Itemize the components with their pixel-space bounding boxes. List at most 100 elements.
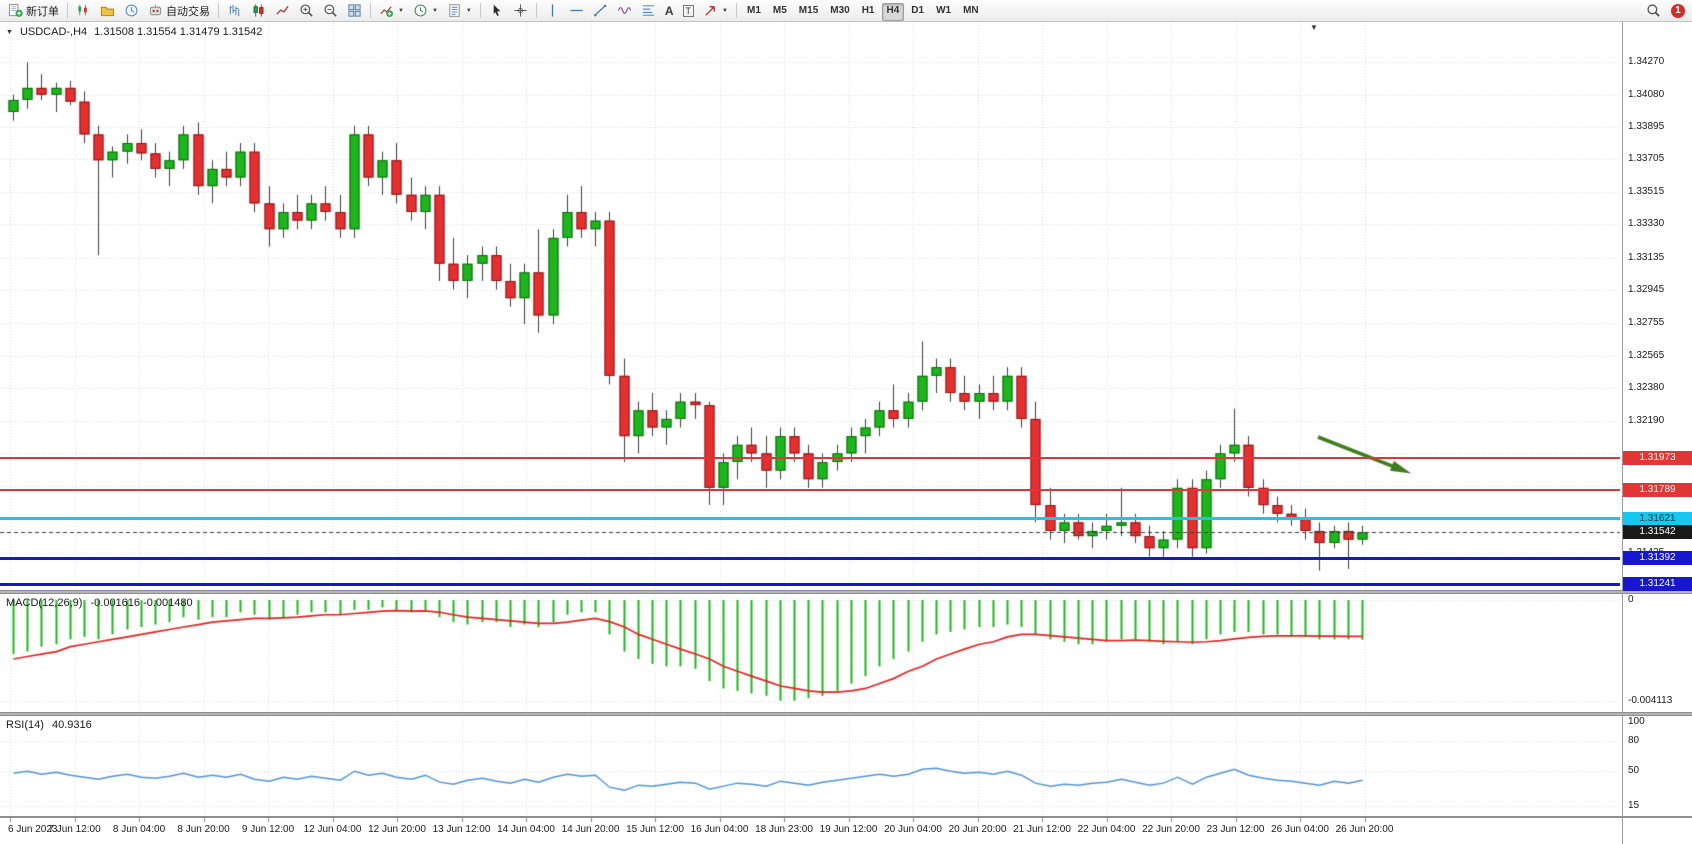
horizontal-line-1.31621[interactable]: [0, 517, 1620, 521]
price-axis-label: 1.33135: [1628, 251, 1665, 263]
new-chart-button[interactable]: [72, 1, 95, 21]
toolbar-separator: [67, 3, 68, 18]
timeframe-M1[interactable]: M1: [746, 5, 761, 16]
rsi-indicator-label: RSI(14) 40.9316: [6, 719, 92, 731]
price-tag-1.31789[interactable]: 1.31789: [1623, 482, 1692, 497]
time-axis-label: 22 Jun 20:00: [1142, 824, 1200, 835]
notification-badge[interactable]: 1: [1671, 3, 1685, 18]
line-chart-button[interactable]: [271, 1, 294, 21]
crosshair-button[interactable]: [509, 1, 532, 21]
timeframe-MN[interactable]: MN: [963, 5, 979, 16]
new-order-icon: [8, 3, 23, 17]
price-axis-label: 1.33895: [1628, 120, 1665, 132]
zoom-out-button[interactable]: [319, 1, 342, 21]
template-page-icon: [449, 4, 460, 17]
timeframe-W1[interactable]: W1: [936, 5, 952, 16]
auto-trading-robot-icon: [149, 4, 162, 16]
rsi-value: 40.9316: [51, 719, 92, 731]
time-axis-label: 8 Jun 04:00: [112, 824, 166, 835]
price-tag-1.31542[interactable]: 1.31542: [1623, 525, 1692, 540]
line-chart-icon: [276, 5, 289, 15]
price-tag-1.31241[interactable]: 1.31241: [1623, 577, 1692, 592]
time-axis-label: 15 Jun 12:00: [626, 824, 684, 835]
market-watch-button[interactable]: [120, 1, 143, 21]
time-axis-label: 9 Jun 12:00: [241, 824, 295, 835]
crosshair-icon: [514, 4, 527, 17]
toolbar-separator: [535, 3, 537, 18]
chevron-down-icon: ▼: [431, 7, 438, 14]
auto-trading-button[interactable]: 自动交易: [144, 1, 214, 21]
vertical-line-button[interactable]: [541, 1, 564, 21]
time-axis-label: 6 Jun 2023: [8, 824, 58, 835]
toolbar-right-group: 1: [1642, 1, 1688, 21]
time-axis-label: 20 Jun 20:00: [948, 824, 1007, 835]
candlestick-icon: [253, 4, 264, 17]
price-axis-label: 1.32565: [1628, 349, 1665, 361]
time-axis-label: 7 Jun 12:00: [48, 824, 101, 835]
rsi-pane-divider[interactable]: [0, 712, 1692, 716]
chart-area[interactable]: ▼ USDCAD-,H4 1.31508 1.31554 1.31479 1.3…: [0, 22, 1692, 844]
text-tool-glyph: A: [664, 3, 674, 18]
elliott-waves-button[interactable]: [613, 1, 636, 21]
tile-windows-button[interactable]: [343, 1, 366, 21]
shapes-button[interactable]: ▼: [699, 1, 732, 21]
time-axis-label: 20 Jun 04:00: [884, 824, 942, 835]
time-axis-label: 22 Jun 04:00: [1077, 824, 1136, 835]
indicators-button[interactable]: ▼: [375, 1, 408, 21]
search-icon: [1647, 4, 1660, 17]
cursor-button[interactable]: [485, 1, 508, 21]
timeframe-M30[interactable]: M30: [830, 5, 850, 16]
search-button[interactable]: [1642, 1, 1665, 21]
macd-indicator-label: MACD(12,26,9) -0.001616 -0.001480: [6, 597, 193, 609]
timeframe-group: M1 M5 M15 M30 H1 H4 D1 W1 MN: [741, 0, 985, 21]
timeframe-M5[interactable]: M5: [772, 5, 787, 16]
fibonacci-lines-icon: [642, 5, 654, 16]
chart-canvas[interactable]: [0, 22, 1692, 844]
time-axis-label: 14 Jun 20:00: [561, 824, 620, 835]
timeframe-H1[interactable]: H1: [861, 5, 875, 16]
rsi-name: RSI(14): [6, 719, 44, 731]
horizontal-line-button[interactable]: [565, 1, 588, 21]
bar-chart-icon: [229, 4, 240, 17]
text-button[interactable]: A: [661, 1, 678, 21]
horizontal-line-1.31789[interactable]: [0, 488, 1620, 491]
rsi-axis-label: 100: [1628, 715, 1645, 727]
timeframe-H4[interactable]: H4: [881, 3, 905, 21]
time-axis-label: 13 Jun 12:00: [432, 824, 491, 835]
trendline-button[interactable]: [589, 1, 612, 21]
bar-chart-button[interactable]: [223, 1, 246, 21]
price-tag-1.31392[interactable]: 1.31392: [1623, 551, 1692, 566]
periods-button[interactable]: ▼: [409, 1, 442, 21]
price-axis-label: 1.32945: [1628, 284, 1665, 296]
collapse-arrow-icon[interactable]: ▼: [6, 28, 13, 36]
macd-name: MACD(12,26,9): [6, 597, 83, 609]
time-axis-label: 23 Jun 12:00: [1206, 824, 1265, 835]
profiles-button[interactable]: [96, 1, 119, 21]
new-order-button[interactable]: 新订单: [4, 1, 63, 21]
zoom-in-icon: [300, 4, 313, 17]
time-axis-label: 12 Jun 04:00: [303, 824, 362, 835]
fibonacci-button[interactable]: [637, 1, 660, 21]
price-tag-1.31621[interactable]: 1.31621: [1623, 511, 1692, 526]
text-label-button[interactable]: T: [679, 1, 699, 21]
time-axis-label: 14 Jun 04:00: [497, 824, 555, 835]
chart-shift-marker-icon[interactable]: ▼: [1310, 23, 1318, 32]
auto-trading-label: 自动交易: [166, 5, 210, 18]
price-axis-label: 1.33330: [1628, 218, 1665, 230]
templates-button[interactable]: ▼: [443, 1, 476, 21]
zoom-out-icon: [324, 4, 337, 17]
timeframe-M15[interactable]: M15: [798, 5, 819, 16]
price-axis-separator: [1622, 22, 1623, 844]
time-axis-label: 12 Jun 20:00: [368, 824, 426, 835]
macd-pane-divider[interactable]: [0, 590, 1692, 594]
timeframe-D1[interactable]: D1: [911, 5, 925, 16]
time-axis-label: 26 Jun 04:00: [1271, 824, 1329, 835]
horizontal-line-1.31241[interactable]: [0, 582, 1620, 586]
price-tag-1.31973[interactable]: 1.31973: [1623, 451, 1692, 466]
horizontal-line-1.31392[interactable]: [0, 556, 1620, 560]
horizontal-line-1.31973[interactable]: [0, 457, 1620, 460]
price-axis-label: 1.34080: [1628, 88, 1665, 100]
chart-title: ▼ USDCAD-,H4 1.31508 1.31554 1.31479 1.3…: [6, 26, 262, 38]
candlestick-chart-button[interactable]: [247, 1, 270, 21]
zoom-in-button[interactable]: [295, 1, 318, 21]
